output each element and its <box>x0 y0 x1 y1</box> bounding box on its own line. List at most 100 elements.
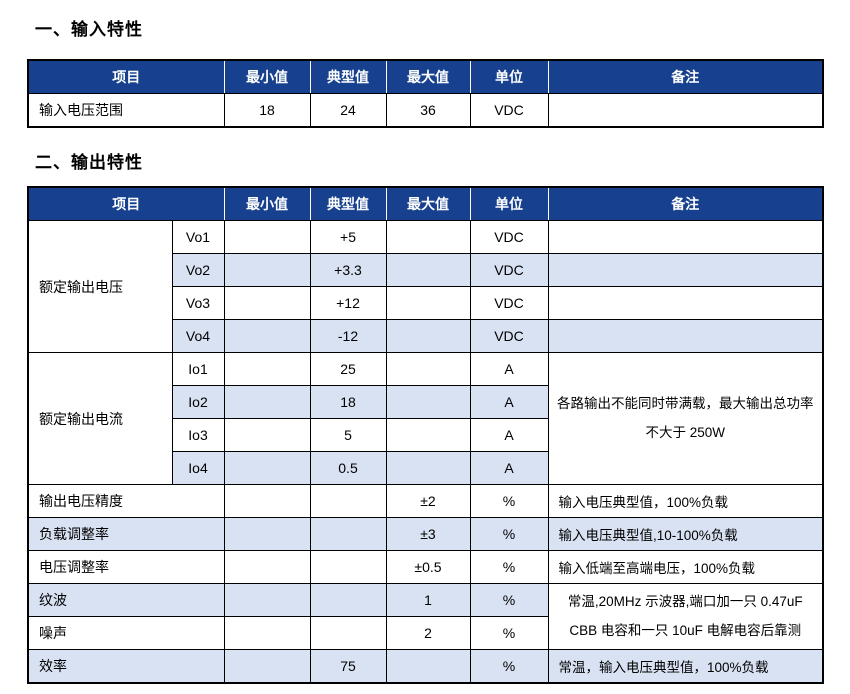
header-typ: 典型值 <box>309 187 387 221</box>
cell-unit: % <box>469 550 549 584</box>
cell-sub: Io4 <box>171 451 225 485</box>
cell-min <box>223 418 311 452</box>
cell-max <box>385 220 471 254</box>
cell-max <box>385 451 471 485</box>
table-row-input-voltage-range: 输入电压范围 18 24 36 VDC <box>27 93 824 128</box>
cell-typ: 5 <box>309 418 387 452</box>
cell-unit: VDC <box>469 319 549 353</box>
cell-typ: -12 <box>309 319 387 353</box>
cell-min <box>223 319 311 353</box>
input-table-header-row: 项目 最小值 典型值 最大值 单位 备注 <box>27 60 824 94</box>
cell-min <box>223 517 311 551</box>
cell-unit: % <box>469 583 549 617</box>
cell-sub: Io2 <box>171 385 225 419</box>
cell-min <box>223 649 311 684</box>
cell-remark <box>547 93 824 128</box>
table-row-io1: 额定输出电流 Io1 25 A 各路输出不能同时带满载，最大输出总功率不大于 2… <box>27 352 824 485</box>
cell-max: 1 <box>385 583 471 617</box>
table-row-io2: Io2 18 A <box>28 385 823 419</box>
cell-unit: A <box>469 451 549 485</box>
cell-min <box>223 253 311 287</box>
cell-sub: Vo4 <box>171 319 225 353</box>
cell-max <box>385 385 471 419</box>
cell-max: ±0.5 <box>385 550 471 584</box>
cell-remark <box>547 220 824 254</box>
cell-min <box>223 385 311 419</box>
cell-typ <box>309 583 387 617</box>
cell-max <box>385 253 471 287</box>
cell-typ: 24 <box>309 93 387 128</box>
cell-item: 电压调整率 <box>27 550 225 584</box>
cell-max <box>385 319 471 353</box>
cell-unit: VDC <box>469 220 549 254</box>
cell-min <box>223 583 311 617</box>
cell-remark <box>547 253 824 287</box>
header-remark: 备注 <box>547 187 824 221</box>
cell-item: 噪声 <box>27 616 225 650</box>
table-row-line-regulation: 电压调整率 ±0.5 % 输入低端至高端电压，100%负载 <box>27 550 824 584</box>
cell-sub: Io1 <box>171 352 225 386</box>
cell-min <box>223 286 311 320</box>
cell-remark <box>547 286 824 320</box>
cell-max <box>385 352 471 386</box>
cell-max <box>385 286 471 320</box>
header-min: 最小值 <box>223 187 311 221</box>
table-row-vo3: Vo3 +12 VDC <box>28 286 824 320</box>
cell-typ: 75 <box>309 649 387 684</box>
header-max: 最大值 <box>385 187 471 221</box>
cell-remark-max-total-power: 各路输出不能同时带满载，最大输出总功率不大于 250W <box>547 352 824 485</box>
group-label-rated-output-current: 额定输出电流 <box>27 352 173 485</box>
output-table-header-row: 项目 最小值 典型值 最大值 单位 备注 <box>27 187 824 221</box>
cell-unit: % <box>469 484 549 518</box>
cell-sub: Vo3 <box>171 286 225 320</box>
header-unit: 单位 <box>469 187 549 221</box>
cell-typ <box>309 550 387 584</box>
cell-remark-ripple-noise-test-condition: 常温,20MHz 示波器,端口加一只 0.47uF CBB 电容和一只 10uF… <box>547 583 824 650</box>
cell-remark: 常温，输入电压典型值，100%负载 <box>547 649 824 684</box>
cell-sub: Io3 <box>171 418 225 452</box>
table-row-io4: Io4 0.5 A <box>28 451 823 485</box>
header-remark: 备注 <box>547 60 824 94</box>
cell-unit: A <box>469 352 549 386</box>
cell-min <box>223 352 311 386</box>
header-item: 项目 <box>27 187 225 221</box>
input-characteristics-table: 项目 最小值 典型值 最大值 单位 备注 输入电压范围 18 24 36 VDC <box>27 59 824 128</box>
table-row-load-regulation: 负载调整率 ±3 % 输入电压典型值,10-100%负载 <box>27 517 824 551</box>
cell-unit: % <box>469 649 549 684</box>
cell-item: 效率 <box>27 649 225 684</box>
cell-item: 负载调整率 <box>27 517 225 551</box>
cell-item: 纹波 <box>27 583 225 617</box>
cell-max <box>385 418 471 452</box>
cell-sub: Vo1 <box>171 220 225 254</box>
cell-min <box>223 220 311 254</box>
cell-min <box>223 616 311 650</box>
cell-min <box>223 550 311 584</box>
cell-typ: +5 <box>309 220 387 254</box>
table-row-noise: 噪声 2 % <box>27 616 823 650</box>
table-row-ripple: 纹波 1 % 常温,20MHz 示波器,端口加一只 0.47uF CBB 电容和… <box>27 583 824 650</box>
table-row-efficiency: 效率 75 % 常温，输入电压典型值，100%负载 <box>27 649 824 684</box>
cell-typ: 25 <box>309 352 387 386</box>
cell-item: 输出电压精度 <box>27 484 225 518</box>
cell-typ <box>309 484 387 518</box>
cell-typ <box>309 616 387 650</box>
cell-remark: 输入电压典型值,10-100%负载 <box>547 517 824 551</box>
cell-max: 2 <box>385 616 471 650</box>
cell-remark: 输入低端至高端电压，100%负载 <box>547 550 824 584</box>
cell-max: 36 <box>385 93 471 128</box>
cell-max: ±3 <box>385 517 471 551</box>
cell-max <box>385 649 471 684</box>
cell-remark <box>547 319 824 353</box>
table-row-vo1: 额定输出电压 Vo1 +5 VDC <box>27 220 824 353</box>
header-typ: 典型值 <box>309 60 387 94</box>
cell-remark: 输入电压典型值，100%负载 <box>547 484 824 518</box>
table-row-vo2: Vo2 +3.3 VDC <box>28 253 824 287</box>
header-min: 最小值 <box>223 60 311 94</box>
cell-unit: VDC <box>469 286 549 320</box>
header-max: 最大值 <box>385 60 471 94</box>
cell-unit: VDC <box>469 253 549 287</box>
table-row-io3: Io3 5 A <box>28 418 823 452</box>
output-characteristics-table: 项目 最小值 典型值 最大值 单位 备注 额定输出电压 Vo1 +5 VDC V… <box>27 186 824 684</box>
header-item: 项目 <box>27 60 225 94</box>
cell-item: 输入电压范围 <box>27 93 225 128</box>
